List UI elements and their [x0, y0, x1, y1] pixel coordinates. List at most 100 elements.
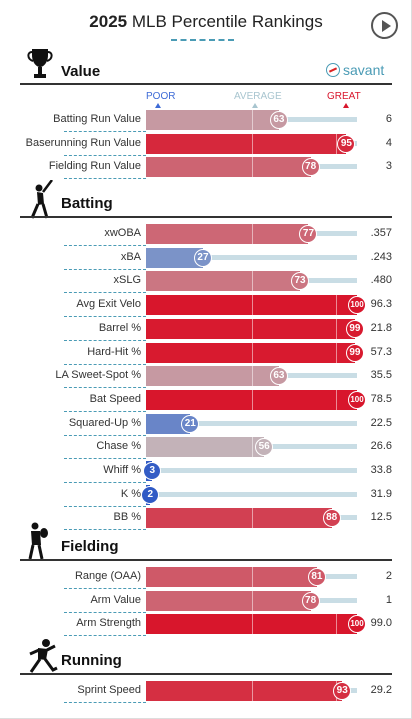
percentile-bar: [146, 110, 279, 130]
trophy-icon: [27, 49, 53, 78]
metric-row[interactable]: Sprint Speed 93 29.2: [0, 679, 412, 703]
percentile-badge: 73: [291, 272, 310, 291]
metric-row[interactable]: Range (OAA) 81 2: [0, 565, 412, 589]
bar-gridline: [251, 614, 253, 635]
percentile-bar: [146, 271, 301, 292]
percentile-bar: [146, 437, 265, 458]
row-divider: [64, 316, 146, 318]
bar-gridline: [335, 389, 337, 410]
metric-row[interactable]: Bat Speed 100 78.5: [0, 388, 412, 412]
percentile-badge: 56: [255, 438, 274, 457]
percentile-badge: 93: [333, 682, 352, 700]
metric-row[interactable]: Baserunning Run Value 95 4: [0, 132, 412, 156]
play-button[interactable]: [371, 12, 398, 39]
page-title: 2025 MLB Percentile Rankings: [0, 12, 412, 32]
metric-row[interactable]: xwOBA 77 .357: [0, 222, 412, 246]
percentile-badge: 100: [348, 390, 366, 409]
percentile-track: [146, 468, 357, 473]
percentile-badge: 81: [307, 568, 326, 586]
bar-gridline: [251, 681, 253, 701]
poor-arrow-icon: [155, 103, 161, 108]
bar-gridline: [251, 271, 253, 292]
metric-row[interactable]: Hard-Hit % 99 57.3: [0, 341, 412, 365]
metric-label: Bat Speed: [89, 392, 141, 405]
metric-label: Baserunning Run Value: [25, 136, 141, 149]
metric-value: 33.8: [370, 464, 392, 476]
metric-value: 22.5: [370, 416, 392, 429]
metric-value: 29.2: [370, 684, 392, 696]
section-divider: [20, 673, 392, 675]
metric-row[interactable]: LA Sweet-Spot % 63 35.5: [0, 364, 412, 389]
percentile-bar: [146, 681, 343, 701]
savant-ball-icon: [326, 63, 340, 77]
metric-value: 6: [385, 113, 392, 125]
metric-value: 57.3: [370, 345, 392, 358]
percentile-bar: [146, 590, 311, 611]
section-divider: [20, 83, 392, 85]
bar-gridline: [251, 133, 253, 154]
metric-row[interactable]: Chase % 56 26.6: [0, 435, 412, 460]
row-divider: [64, 245, 146, 246]
percentile-badge: 63: [269, 111, 288, 129]
metric-value: 4: [385, 136, 392, 149]
title-text: MLB Percentile Rankings: [131, 12, 323, 31]
metric-label: Sprint Speed: [77, 684, 141, 696]
percentile-badge: 21: [181, 414, 200, 433]
metric-value: 1: [385, 593, 392, 606]
row-divider: [64, 339, 146, 341]
row-divider: [64, 268, 146, 270]
metric-row[interactable]: Fielding Run Value 78 3: [0, 155, 412, 180]
metric-value: 3: [385, 160, 392, 173]
metric-label: xwOBA: [104, 227, 141, 239]
metric-row[interactable]: Squared-Up % 21 22.5: [0, 412, 412, 436]
metric-row[interactable]: Whiff % 3 33.8: [0, 459, 412, 483]
metric-value: 35.5: [370, 369, 392, 382]
row-divider: [64, 702, 146, 703]
metric-label: Whiff %: [103, 464, 141, 476]
row-divider: [64, 387, 146, 389]
metric-label: xSLG: [113, 274, 141, 287]
metric-row[interactable]: Avg Exit Velo 100 96.3: [0, 293, 412, 318]
metric-row[interactable]: Batting Run Value 63 6: [0, 108, 412, 132]
percentile-badge: 99: [345, 343, 364, 362]
bar-gridline: [335, 133, 337, 154]
percentile-badge: 77: [299, 225, 318, 243]
percentile-bar: [146, 342, 355, 363]
metric-row[interactable]: xSLG 73 .480: [0, 269, 412, 294]
metric-row[interactable]: xBA 27 .243: [0, 246, 412, 270]
metric-label: Chase %: [96, 440, 141, 453]
percentile-badge: 100: [348, 615, 366, 634]
bar-gridline: [251, 318, 253, 339]
batter-icon: [30, 180, 53, 219]
row-divider: [64, 154, 146, 156]
metric-value: 21.8: [370, 321, 392, 334]
scale-poor-label: POOR: [146, 91, 176, 102]
metric-label: Squared-Up %: [68, 416, 141, 429]
percentile-badge: 63: [269, 367, 288, 386]
bar-gridline: [251, 590, 253, 611]
metric-row[interactable]: Arm Strength 100 99.0: [0, 612, 412, 637]
section-title-running: Running: [61, 652, 122, 669]
row-divider: [64, 611, 146, 613]
metric-row[interactable]: BB % 88 12.5: [0, 506, 412, 531]
metric-row[interactable]: Barrel % 99 21.8: [0, 317, 412, 341]
fielder-icon: [28, 522, 48, 560]
percentile-bar: [146, 133, 347, 154]
section-title-fielding: Fielding: [61, 538, 119, 555]
metric-label: Arm Value: [90, 593, 141, 606]
bar-gridline: [251, 389, 253, 410]
row-divider: [64, 482, 146, 483]
metric-row[interactable]: K % 2 31.9: [0, 483, 412, 507]
row-divider: [64, 635, 146, 637]
row-divider: [64, 363, 146, 365]
metric-value: 2: [385, 570, 392, 582]
metric-label: Range (OAA): [74, 570, 141, 582]
percentile-track: [146, 491, 357, 497]
row-divider: [64, 410, 146, 412]
bar-gridline: [251, 437, 253, 458]
metric-row[interactable]: Arm Value 78 1: [0, 589, 412, 613]
title-year: 2025: [89, 12, 128, 31]
metric-label: K %: [120, 487, 141, 500]
percentile-badge: 78: [301, 158, 320, 177]
savant-logo[interactable]: savant: [326, 62, 384, 78]
